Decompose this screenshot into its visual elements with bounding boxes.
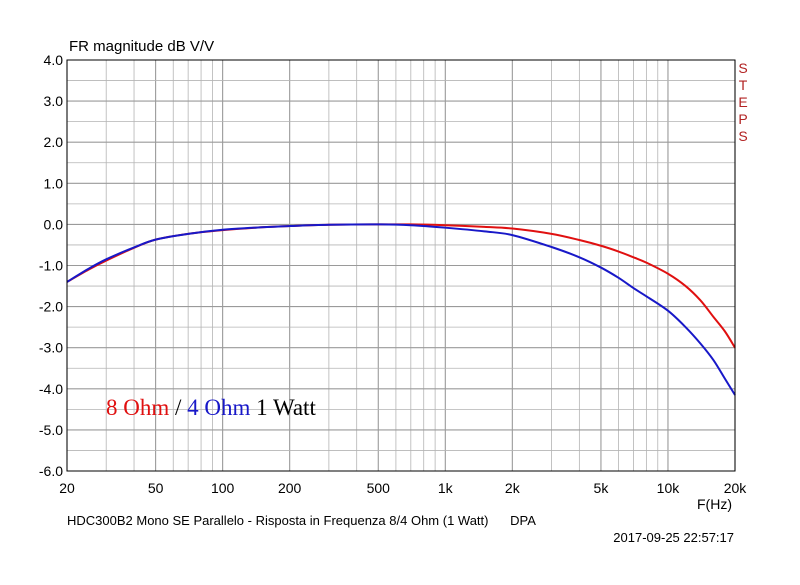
x-tick-labels: 20 50 100 200 500 1k 2k 5k 10k 20k xyxy=(59,480,747,496)
chart-title: FR magnitude dB V/V xyxy=(69,38,215,55)
steps-letter: S xyxy=(738,128,748,144)
y-tick-label: -4.0 xyxy=(39,381,63,397)
y-tick-label: 0.0 xyxy=(44,216,64,232)
series-lines xyxy=(66,223,736,396)
steps-letter: S xyxy=(738,60,748,76)
y-tick-label: 2.0 xyxy=(44,134,64,150)
series-line-4-ohm xyxy=(66,223,736,396)
plot-frame xyxy=(66,59,736,472)
y-tick-label: -5.0 xyxy=(39,422,63,438)
y-tick-label: -3.0 xyxy=(39,340,63,356)
x-tick-label: 5k xyxy=(594,480,610,496)
steps-letter: E xyxy=(738,94,748,110)
y-tick-label: -2.0 xyxy=(39,299,63,315)
x-tick-label: 2k xyxy=(505,480,521,496)
footer-timestamp: 2017-09-25 22:57:17 xyxy=(613,530,734,545)
x-tick-label: 20 xyxy=(59,480,75,496)
legend-8ohm: 8 Ohm xyxy=(106,395,170,420)
x-tick-label: 20k xyxy=(724,480,748,496)
legend-watt: 1 Watt xyxy=(256,395,316,420)
x-tick-label: 500 xyxy=(367,480,391,496)
steps-label: S T E P S xyxy=(737,60,749,145)
y-tick-label: -6.0 xyxy=(39,463,63,479)
x-tick-label: 10k xyxy=(657,480,681,496)
x-tick-label: 200 xyxy=(278,480,302,496)
y-tick-label: -1.0 xyxy=(39,258,63,274)
legend-annotation: 8 Ohm / 4 Ohm 1 Watt xyxy=(106,395,316,421)
x-tick-label: 100 xyxy=(211,480,235,496)
x-tick-label: 1k xyxy=(438,480,454,496)
y-tick-label: 4.0 xyxy=(44,52,64,68)
y-tick-label: 3.0 xyxy=(44,93,64,109)
y-tick-label: 1.0 xyxy=(44,175,64,191)
steps-letter: T xyxy=(738,77,748,93)
x-tick-label: 50 xyxy=(148,480,164,496)
x-axis-label: F(Hz) xyxy=(697,496,732,512)
steps-letter: P xyxy=(738,111,748,127)
legend-4ohm: 4 Ohm xyxy=(187,395,251,420)
y-tick-labels: 4.0 3.0 2.0 1.0 0.0 -1.0 -2.0 -3.0 -4.0 -5.0 -6.0 xyxy=(39,52,63,479)
legend-separator: / xyxy=(175,395,182,420)
footer-description: HDC300B2 Mono SE Parallelo - Risposta in… xyxy=(67,513,536,528)
